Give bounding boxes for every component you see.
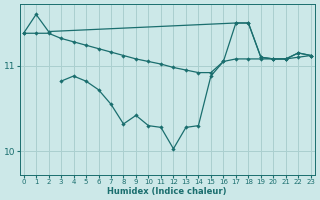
X-axis label: Humidex (Indice chaleur): Humidex (Indice chaleur) bbox=[108, 187, 227, 196]
